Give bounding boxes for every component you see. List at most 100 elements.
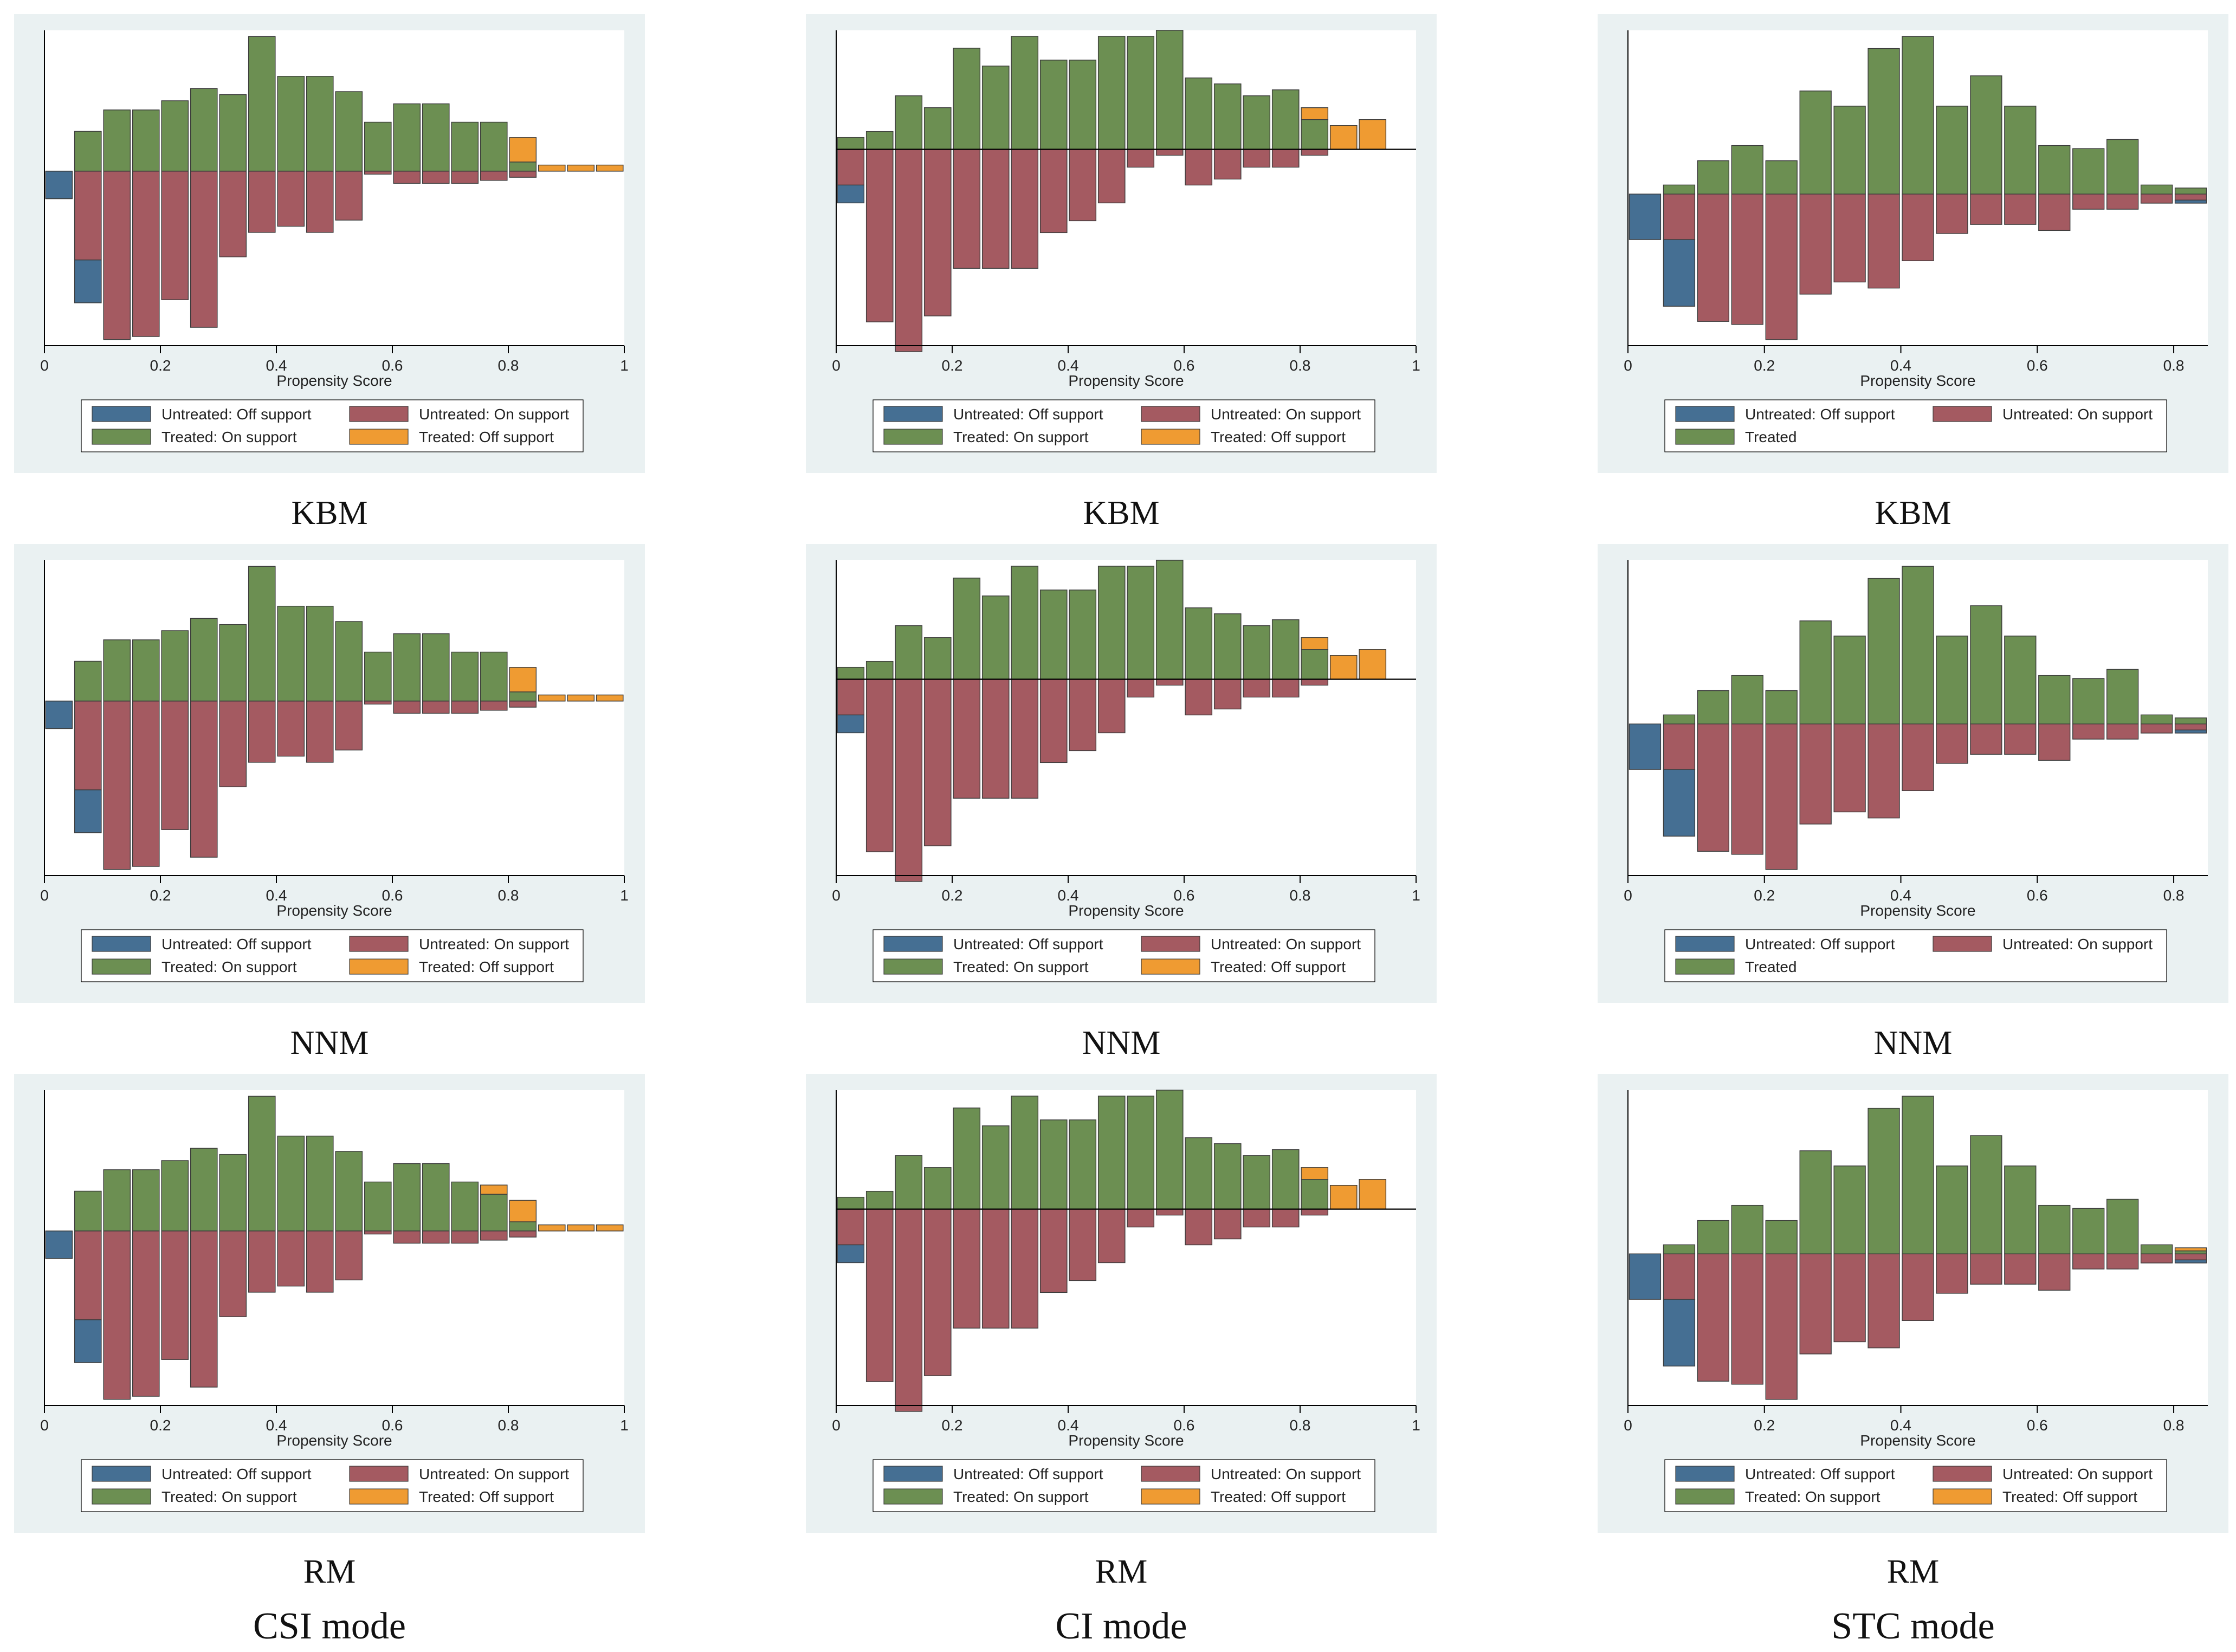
bar-treated-on [1271,89,1300,150]
bar-untreated-on [2072,193,2105,210]
bar-untreated-on [981,148,1010,269]
legend-label-treated-off: Treated: Off support [2002,1488,2137,1505]
bar-treated-on [2174,1250,2207,1254]
bar-treated-on [306,76,334,172]
bar-untreated-on [364,171,392,175]
bar-treated-on [2174,187,2207,195]
x-tick-label: 0.2 [150,357,171,374]
x-tick-label: 0.2 [942,887,963,904]
x-axis-title: Propensity Score [1860,1432,1975,1449]
bar-untreated-on [953,678,981,799]
bar-treated-on [981,66,1010,150]
bar-treated-on [837,1196,865,1210]
x-tick-label: 0 [40,887,49,904]
x-axis-title: Propensity Score [1068,902,1184,919]
bar-treated-on [953,578,981,680]
bar-treated-on [923,107,952,150]
bar-untreated-on [248,701,276,763]
bar-untreated-on [1097,148,1126,204]
bar-treated-on [335,1151,363,1232]
chart-svg-r3c2: 0 0.2 0.4 0.6 0.8 1 Propensity Score Untreated:… [832,1090,1420,1512]
legend-box [873,399,1375,452]
bar-treated-on [1731,145,1763,195]
bar-untreated-on [1011,148,1039,269]
bar-untreated-on [1011,1208,1039,1329]
bar-untreated-on [2072,1253,2105,1269]
bar-untreated-on [422,701,450,714]
plot-area [836,1090,1416,1405]
legend-swatch-untreated-on [349,406,409,422]
bar-untreated-on [837,678,865,716]
mode-label-ci: CI mode [1055,1605,1187,1647]
bar-untreated-on [248,1230,276,1293]
x-tick-label: 0.4 [266,1417,287,1434]
bar-untreated-on [865,148,894,322]
bar-treated-on [219,624,247,702]
bar-treated-on [1213,1143,1242,1210]
bar-untreated-on [1902,723,1934,792]
method-caption-r1c2: KBM [1083,495,1160,532]
bar-treated-on [219,94,247,172]
bar-untreated-on [1833,723,1866,813]
bar-treated-on [1867,1107,1900,1254]
bar-treated-on [1833,106,1866,195]
x-tick-label: 0.2 [1754,1417,1775,1434]
bar-untreated-on [1731,193,1763,325]
bar-untreated-on [1301,678,1329,686]
bar-treated-on [1765,1220,1798,1254]
bar-untreated-on [2140,1253,2173,1264]
x-tick-label: 0.6 [2027,887,2048,904]
bar-untreated-off [1628,193,1662,240]
bar-treated-on [248,1096,276,1232]
bar-treated-on [248,566,276,702]
bar-untreated-on [161,1230,189,1360]
bar-untreated-on [132,171,160,337]
legend-swatch-treated-off [349,1488,409,1505]
bar-treated-off [596,694,624,702]
bar-untreated-on [509,1230,537,1238]
legend-swatch-untreated-on [1141,936,1200,952]
bar-untreated-on [1069,678,1097,752]
bar-treated-on [74,1190,102,1232]
chart-svg-r1c3: 0 0.2 0.4 0.6 0.8 Propensity Score Untreated: … [1624,30,2208,452]
bar-treated-on [923,1167,952,1210]
bar-treated-on [1243,625,1271,680]
legend-label-untreated-off: Untreated: Off support [1745,1466,1895,1482]
legend-swatch-untreated-off [92,406,151,422]
bar-treated-on [509,1221,537,1232]
bar-untreated-on [509,171,537,178]
legend-label-untreated-on: Untreated: On support [419,406,569,423]
bar-untreated-on [1867,193,1900,289]
bar-untreated-on [422,1230,450,1244]
chart-svg-r2c3: 0 0.2 0.4 0.6 0.8 Propensity Score Untreated: … [1624,560,2208,982]
bar-untreated-on [1039,148,1068,234]
bar-untreated-on [1069,1208,1097,1281]
bar-untreated-on [480,701,508,711]
bar-untreated-on [219,701,247,787]
bar-untreated-on [1799,193,1832,295]
x-tick-label: 0.2 [1754,887,1775,904]
bar-treated-on [2140,184,2173,195]
bar-untreated-off [1663,769,1696,837]
x-tick-label: 1 [620,887,629,904]
bar-untreated-on [422,171,450,184]
bar-untreated-off [74,260,102,303]
bar-untreated-on [1243,1208,1271,1228]
legend-swatch-untreated-off [883,936,943,952]
plot-area [836,560,1416,876]
bar-treated-on [895,1155,923,1210]
x-tick-label: 0 [832,357,841,374]
bar-treated-on [103,1169,131,1232]
bar-treated-on [480,651,508,702]
legend-label-untreated-off: Untreated: Off support [161,1466,312,1482]
bar-treated-on [1213,83,1242,150]
x-axis-title: Propensity Score [1860,902,1975,919]
legend-swatch-treated-off [1933,1488,1992,1505]
bar-untreated-on [190,1230,218,1388]
legend-label-treated-on: Treated: On support [953,429,1089,445]
bar-treated-on [1185,77,1213,150]
legend-label-treated-on: Treated: On support [953,958,1089,975]
x-tick-label: 0.6 [1174,1417,1195,1434]
x-tick-label: 0 [1624,1417,1632,1434]
bar-treated-on [1127,566,1155,680]
